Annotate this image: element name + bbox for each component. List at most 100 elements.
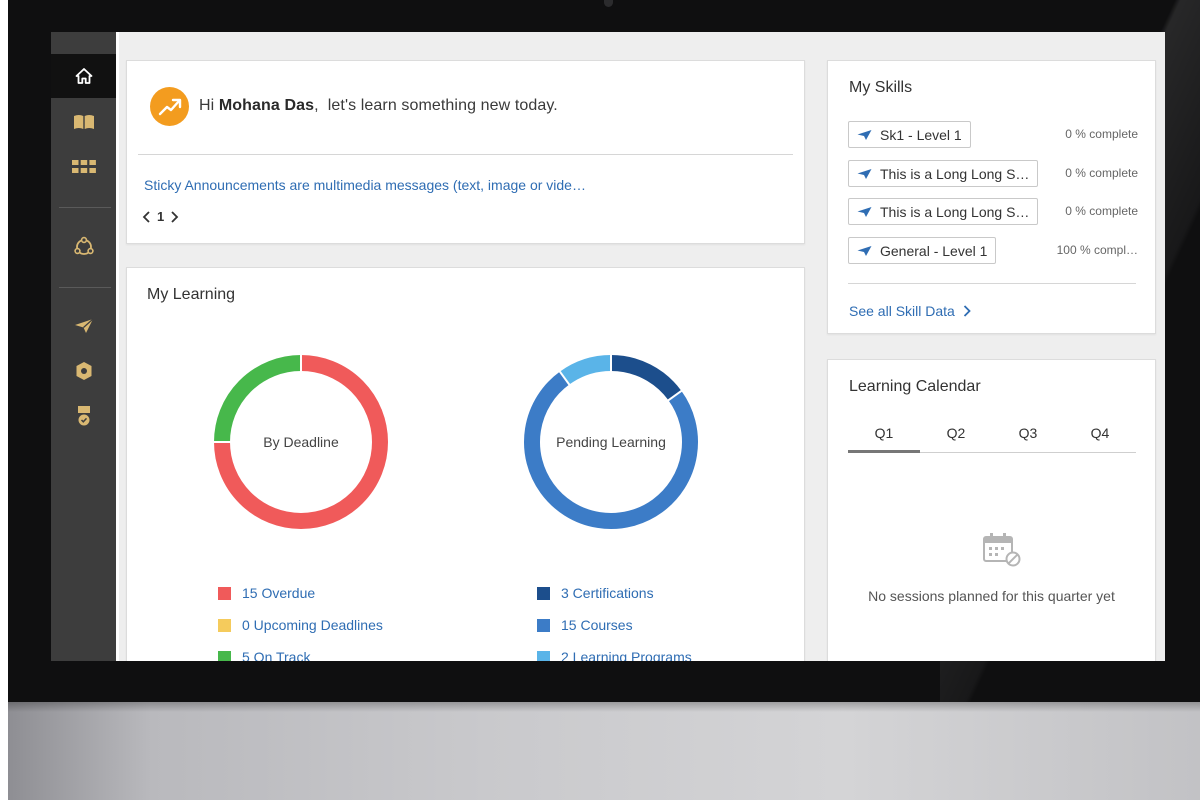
legend-label: 2 Learning Programs [561, 649, 692, 661]
grid-icon [71, 160, 96, 173]
donut-segment[interactable] [610, 355, 682, 401]
legend-label: 15 Courses [561, 617, 633, 633]
legend-label: 15 Overdue [242, 585, 316, 601]
announcement-pager: 1 [142, 209, 179, 224]
skill-row: General - Level 1 100 % compl… [848, 237, 1138, 265]
legend-swatch [218, 618, 231, 632]
deadline-donut[interactable]: By Deadline [211, 352, 391, 532]
paper-plane-icon [857, 129, 872, 140]
card-title: Learning Calendar [849, 378, 981, 395]
divider [138, 154, 793, 155]
legend-item-learning-programs[interactable]: 2 Learning Programs [537, 641, 692, 661]
legend-item-upcoming[interactable]: 0 Upcoming Deadlines [218, 609, 383, 641]
prev-page-button[interactable] [142, 210, 151, 223]
donut-separator [667, 389, 683, 402]
tab-q4[interactable]: Q4 [1090, 425, 1110, 441]
card-title: My Learning [147, 286, 236, 303]
see-all-skill-data-link[interactable]: See all Skill Data [849, 303, 971, 319]
medal-icon [77, 406, 90, 426]
network-icon [73, 236, 94, 255]
skill-status: 0 % complete [1065, 127, 1138, 141]
skill-chip[interactable]: Sk1 - Level 1 [848, 121, 971, 148]
avatar [150, 87, 189, 126]
sidebar-item-skills[interactable] [51, 304, 116, 348]
camera [604, 0, 613, 7]
legend-swatch [218, 650, 231, 661]
pending-donut-chart [524, 354, 698, 529]
deadline-legend: 15 Overdue 0 Upcoming Deadlines 5 On Tra… [218, 577, 383, 661]
skill-chip[interactable]: This is a Long Long S… [848, 198, 1039, 225]
donut-segment[interactable] [214, 355, 302, 443]
legend-swatch [537, 586, 550, 600]
sidebar-item-achievements[interactable] [51, 394, 116, 438]
announcement-link[interactable]: Sticky Announcements are multimedia mess… [144, 177, 586, 193]
donut-segment[interactable] [214, 355, 388, 529]
legend-item-overdue[interactable]: 15 Overdue [218, 577, 383, 609]
chevron-right-icon [963, 305, 971, 317]
chevron-left-icon [142, 210, 150, 223]
empty-state-message: No sessions planned for this quarter yet [868, 588, 1115, 604]
my-skills-card: My Skills Sk1 - Level 1 0 % complete Thi… [827, 60, 1156, 334]
chevron-right-icon [171, 210, 179, 223]
donut-segment[interactable] [559, 355, 612, 385]
learning-calendar-card: Learning Calendar Q1 Q2 Q3 Q4 No session… [827, 359, 1156, 661]
calendar-empty-icon [983, 533, 1021, 567]
legend-item-certifications[interactable]: 3 Certifications [537, 577, 692, 609]
sidebar-divider [59, 207, 111, 208]
skill-status: 100 % compl… [1056, 243, 1138, 257]
legend-swatch [218, 586, 231, 600]
pending-legend: 3 Certifications 15 Courses 2 Learning P… [537, 577, 692, 661]
paper-plane-icon [857, 245, 872, 256]
legend-swatch [537, 650, 550, 661]
paper-plane-icon [857, 206, 872, 217]
screen: Hi Mohana Das, let's learn something new… [51, 32, 1165, 661]
legend-item-on-track[interactable]: 5 On Track [218, 641, 383, 661]
greeting: Hi Mohana Das, let's learn something new… [199, 97, 558, 115]
sidebar-item-badges[interactable] [51, 349, 116, 393]
skill-name: This is a Long Long S… [880, 203, 1030, 220]
tab-q1[interactable]: Q1 [848, 421, 920, 453]
my-learning-card: My Learning By Deadline Pending Learning… [126, 267, 805, 661]
skill-chip[interactable]: This is a Long Long S… [848, 160, 1039, 187]
skill-row: This is a Long Long S… 0 % complete [848, 160, 1138, 188]
pending-donut[interactable]: Pending Learning [521, 352, 701, 532]
home-icon [75, 68, 92, 84]
sidebar-item-catalog[interactable] [51, 100, 116, 144]
paper-plane-icon [857, 168, 872, 179]
donut-label: By Deadline [263, 434, 339, 450]
donut-segment[interactable] [524, 371, 698, 529]
deadline-donut-chart [213, 354, 388, 529]
legend-item-courses[interactable]: 15 Courses [537, 609, 692, 641]
legend-label: 3 Certifications [561, 585, 654, 601]
user-name: Mohana Das [218, 97, 315, 114]
book-icon [73, 115, 94, 129]
skill-name: This is a Long Long S… [880, 165, 1030, 182]
legend-swatch [537, 618, 550, 632]
sidebar [51, 32, 116, 661]
skill-name: Sk1 - Level 1 [880, 126, 962, 143]
greeting-prefix: Hi [199, 97, 219, 114]
sidebar-item-home[interactable] [51, 54, 116, 98]
paper-plane-icon [74, 318, 93, 333]
quarter-tabs: Q1 Q2 Q3 Q4 [848, 421, 1136, 453]
skill-row: Sk1 - Level 1 0 % complete [848, 121, 1138, 149]
skill-row: This is a Long Long S… 0 % complete [848, 198, 1138, 226]
tab-q2[interactable]: Q2 [946, 425, 966, 441]
monitor-chin [8, 702, 1200, 800]
sidebar-item-social[interactable] [51, 225, 116, 269]
skill-name: General - Level 1 [880, 242, 988, 259]
monitor-chin-shadow [8, 702, 1200, 712]
skill-status: 0 % complete [1065, 166, 1138, 180]
next-page-button[interactable] [170, 210, 179, 223]
sidebar-item-apps[interactable] [51, 145, 116, 189]
sidebar-divider [59, 287, 111, 288]
legend-label: 5 On Track [242, 649, 311, 661]
trending-up-icon [158, 98, 181, 115]
tab-q3[interactable]: Q3 [1018, 425, 1038, 441]
donut-label: Pending Learning [556, 434, 666, 450]
skill-chip[interactable]: General - Level 1 [848, 237, 997, 264]
skill-status: 0 % complete [1065, 204, 1138, 218]
page-number: 1 [157, 209, 165, 224]
greeting-suffix: , let's learn something new today. [314, 97, 558, 114]
divider [848, 283, 1136, 284]
